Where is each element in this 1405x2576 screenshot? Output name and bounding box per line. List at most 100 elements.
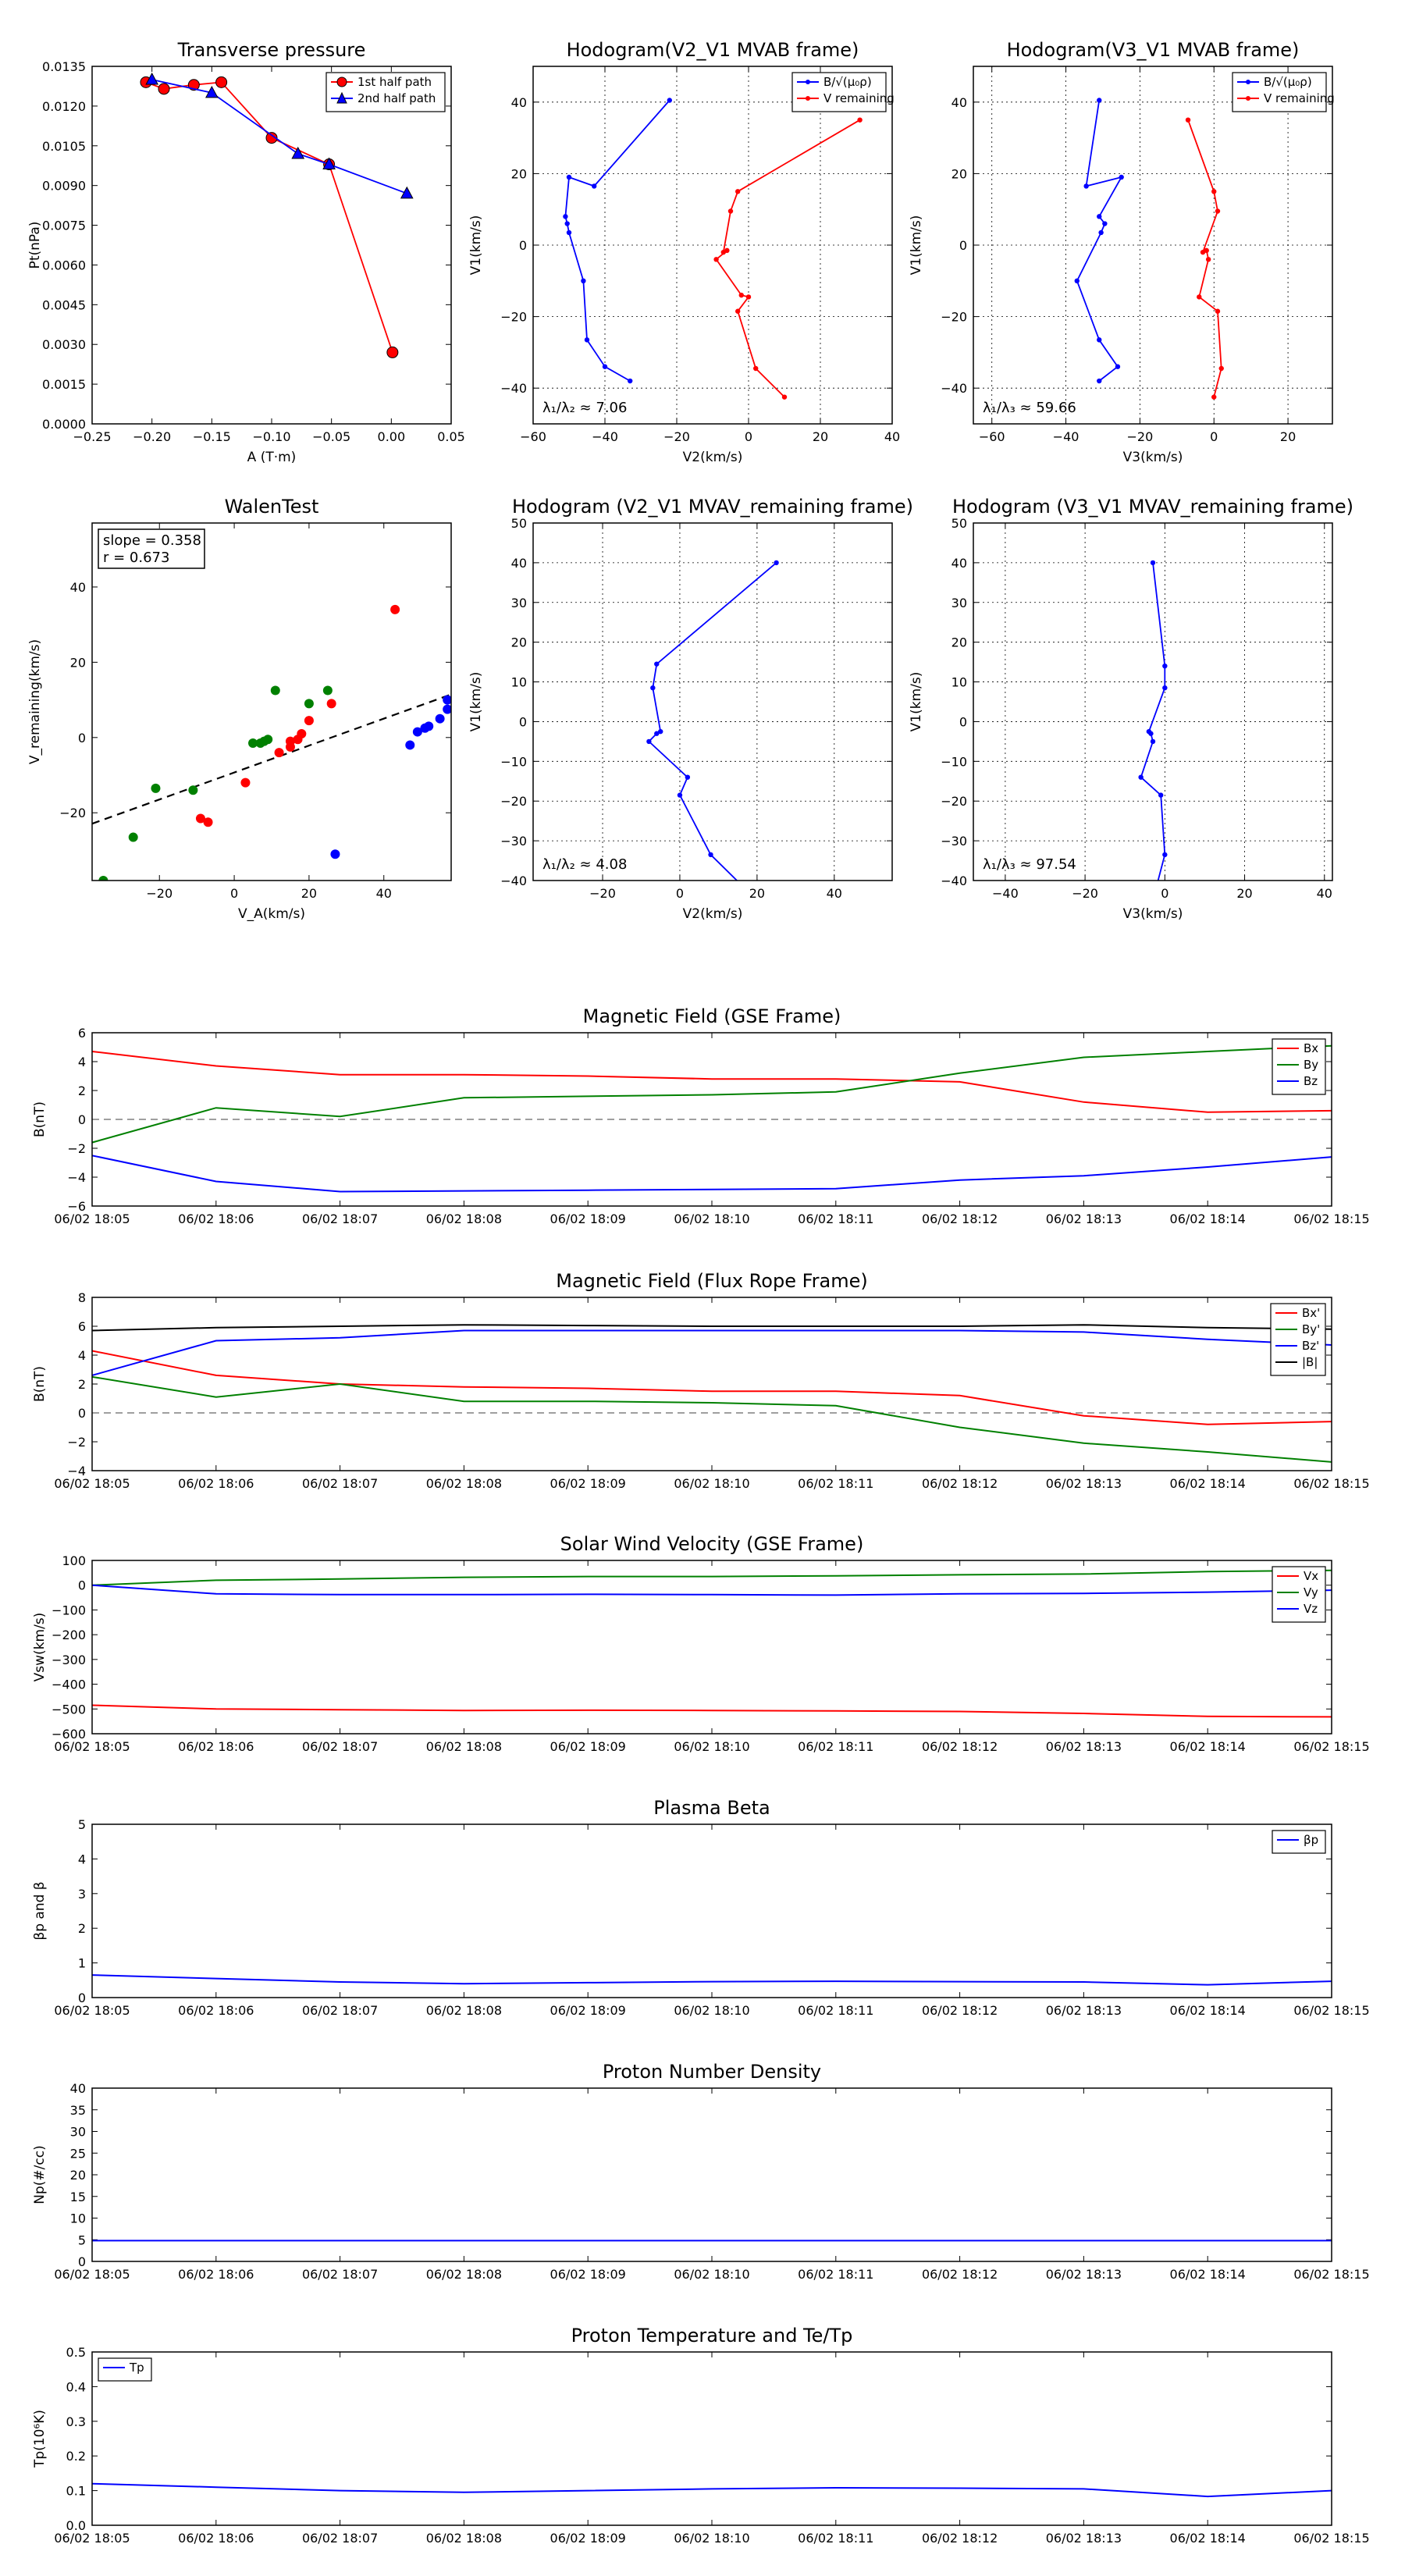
y-tick-label: 0 — [959, 238, 967, 253]
y-tick-label: 40 — [70, 580, 86, 595]
y-tick-label: 0.0 — [66, 2518, 86, 2533]
x-tick-label: 06/02 18:06 — [178, 2267, 254, 2282]
panel-hodogram-v3v1-mvab: Hodogram(V3_V1 MVAB frame) −60 −40 −20 0 20 −4… — [909, 39, 1335, 465]
plot-area — [92, 1324, 1332, 1463]
y-tick-label: 20 — [511, 635, 527, 650]
y-tick-label: −2 — [67, 1435, 86, 1450]
y-tick-label: 4 — [78, 1055, 86, 1069]
data-point — [677, 792, 683, 798]
x-tick-label: 06/02 18:12 — [922, 1739, 998, 1754]
x-tick-label: 06/02 18:05 — [54, 2267, 130, 2282]
data-point — [188, 785, 198, 795]
y-tick-label: −40 — [500, 873, 527, 888]
x-tick-label: 06/02 18:14 — [1170, 2003, 1246, 2018]
x-axis-label: V3(km/s) — [1123, 906, 1183, 922]
x-tick-label: 06/02 18:09 — [550, 2003, 626, 2018]
data-point — [274, 748, 284, 758]
plot-area — [92, 1974, 1332, 1986]
data-point — [390, 604, 400, 614]
data-point — [420, 723, 430, 733]
data-point — [1119, 174, 1124, 180]
data-point — [291, 146, 305, 159]
data-point — [650, 685, 656, 691]
y-tick-label: 0 — [519, 714, 527, 729]
y-tick-label: 6 — [78, 1319, 86, 1334]
panel-walen-test: WalenTest −20 0 20 40 −20 0 20 40 V_A(km/s) V_rema… — [27, 496, 452, 922]
y-tick-label: −200 — [52, 1628, 86, 1642]
data-point — [1197, 294, 1202, 300]
data-point — [1138, 774, 1144, 780]
y-tick-label: −10 — [500, 754, 527, 769]
y-tick-label: 0.0030 — [42, 337, 86, 352]
y-tick-label: −400 — [52, 1678, 86, 1692]
y-tick-label: 3 — [78, 1887, 86, 1902]
x-tick-label: −0.20 — [133, 429, 171, 444]
plot-frame — [91, 1823, 1332, 1998]
legend-label: |B| — [1302, 1355, 1318, 1369]
legend-label: βp — [1304, 1833, 1318, 1847]
x-tick-label: 06/02 18:13 — [1046, 2267, 1122, 2282]
y-tick-label: 0.0000 — [42, 417, 86, 432]
y-tick-label: −40 — [941, 873, 967, 888]
x-tick-label: −0.05 — [312, 429, 350, 444]
data-point — [400, 186, 414, 199]
x-tick-label: 06/02 18:07 — [302, 2531, 378, 2546]
x-tick-label: 06/02 18:14 — [1170, 2531, 1246, 2546]
y-tick-label: −4 — [67, 1170, 86, 1185]
y-tick-label: 6 — [78, 1026, 86, 1041]
y-axis-label: V1(km/s) — [909, 672, 924, 732]
series-line — [92, 1051, 1332, 1113]
data-point — [304, 699, 314, 709]
y-tick-label: 20 — [70, 655, 86, 670]
x-tick-label: 06/02 18:07 — [302, 2267, 378, 2282]
x-tick-label: 06/02 18:15 — [1293, 2531, 1369, 2546]
plot-frame — [91, 2351, 1332, 2526]
x-tick-label: 06/02 18:15 — [1293, 1212, 1369, 1226]
x-tick-label: 06/02 18:09 — [550, 2267, 626, 2282]
data-point — [1205, 257, 1211, 262]
x-tick-label: 06/02 18:13 — [1046, 2531, 1122, 2546]
series-line — [92, 1704, 1332, 1718]
data-point — [293, 735, 303, 745]
y-tick-label: 30 — [951, 596, 967, 610]
x-tick-label: 06/02 18:09 — [550, 2531, 626, 2546]
chart-title: Proton Number Density — [603, 2061, 821, 2083]
data-point — [1150, 560, 1156, 566]
y-tick-label: 40 — [951, 556, 967, 571]
x-tick-label: −60 — [520, 429, 546, 444]
data-point — [774, 560, 779, 566]
plot-frame — [532, 66, 893, 425]
x-tick-label: 20 — [1280, 429, 1296, 444]
data-point — [602, 364, 608, 369]
data-point — [563, 214, 568, 219]
series-line — [92, 1569, 1332, 1586]
x-axis-label: V2(km/s) — [683, 450, 743, 465]
data-point — [1102, 221, 1108, 226]
y-tick-label: −6 — [67, 1199, 86, 1214]
legend-box — [1232, 72, 1327, 112]
data-point — [405, 740, 415, 750]
x-tick-label: −0.10 — [252, 429, 290, 444]
plot-frame — [91, 66, 452, 425]
data-point — [265, 132, 278, 144]
data-point — [708, 852, 713, 858]
annotation-box — [98, 528, 205, 569]
y-tick-label: 5 — [78, 1817, 86, 1832]
panel-solar-wind-velocity: Solar Wind Velocity (GSE Frame) 06/02 18:… — [32, 1533, 1370, 1754]
annotation-text: r = 0.673 — [103, 550, 169, 566]
data-point — [1162, 685, 1168, 691]
x-tick-label: −60 — [979, 429, 1005, 444]
y-tick-label: 0 — [78, 2254, 86, 2269]
y-tick-label: 20 — [70, 2168, 86, 2183]
chart-title: Hodogram (V2_V1 MVAV_remaining frame) — [512, 496, 913, 518]
y-tick-label: 4 — [78, 1852, 86, 1866]
x-tick-label: 0.00 — [378, 429, 406, 444]
plot-frame — [91, 522, 452, 881]
plot-frame — [973, 522, 1333, 881]
data-point — [628, 378, 633, 384]
x-tick-label: −20 — [146, 886, 173, 901]
legend-box — [98, 2357, 152, 2382]
x-tick-label: 06/02 18:12 — [922, 1212, 998, 1226]
y-axis-label: B(nT) — [32, 1366, 48, 1402]
